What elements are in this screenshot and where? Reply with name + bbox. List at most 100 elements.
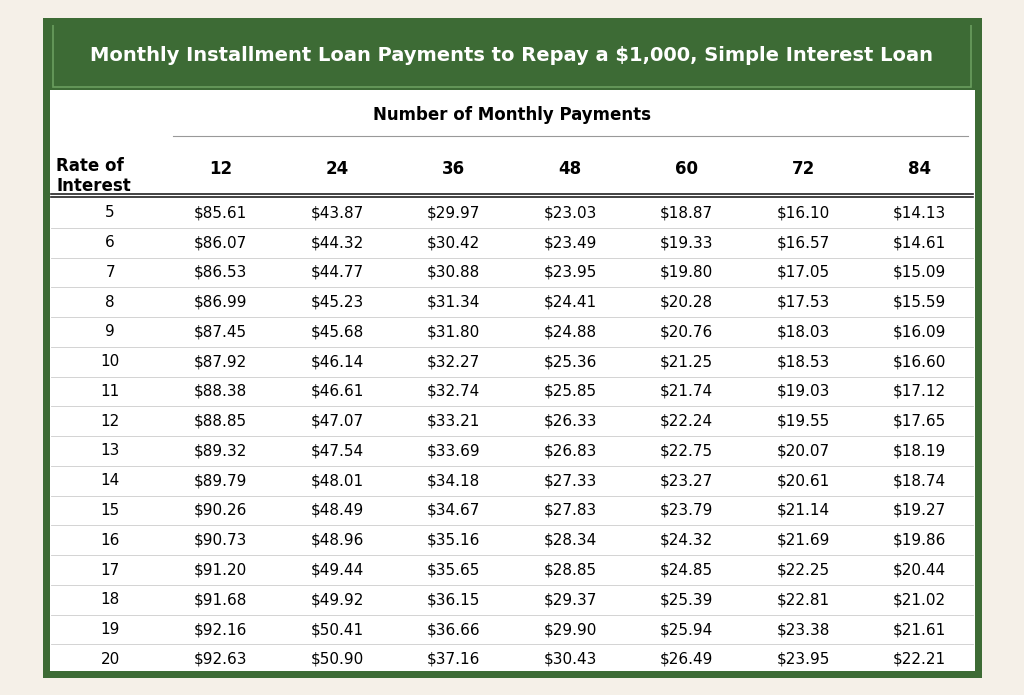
Text: $20.44: $20.44 xyxy=(893,562,946,578)
Text: $18.03: $18.03 xyxy=(776,325,829,339)
Text: $32.27: $32.27 xyxy=(427,354,480,369)
Text: $90.26: $90.26 xyxy=(195,503,248,518)
Text: Interest: Interest xyxy=(56,177,131,195)
Text: $23.38: $23.38 xyxy=(776,622,829,637)
Text: Number of Monthly Payments: Number of Monthly Payments xyxy=(373,106,651,124)
Text: $27.83: $27.83 xyxy=(544,503,597,518)
Text: 72: 72 xyxy=(792,160,815,177)
Text: $46.61: $46.61 xyxy=(310,384,364,399)
Text: 6: 6 xyxy=(105,235,115,250)
Text: $15.09: $15.09 xyxy=(893,265,946,280)
Text: $26.33: $26.33 xyxy=(544,414,597,429)
Text: $18.74: $18.74 xyxy=(893,473,946,489)
Text: $86.99: $86.99 xyxy=(195,295,248,310)
Text: $22.75: $22.75 xyxy=(660,443,714,459)
Text: $33.21: $33.21 xyxy=(427,414,480,429)
Text: $16.09: $16.09 xyxy=(893,325,946,339)
Text: 60: 60 xyxy=(675,160,698,177)
Text: $24.85: $24.85 xyxy=(660,562,714,578)
Text: $26.83: $26.83 xyxy=(544,443,597,459)
Text: $29.37: $29.37 xyxy=(544,592,597,607)
Text: $19.80: $19.80 xyxy=(660,265,714,280)
Text: $45.68: $45.68 xyxy=(310,325,364,339)
Text: $22.25: $22.25 xyxy=(776,562,829,578)
Text: $47.07: $47.07 xyxy=(310,414,364,429)
Text: $30.42: $30.42 xyxy=(427,235,480,250)
Text: $20.61: $20.61 xyxy=(776,473,829,489)
Text: $92.63: $92.63 xyxy=(195,652,248,667)
Text: $25.94: $25.94 xyxy=(660,622,714,637)
Text: $21.25: $21.25 xyxy=(660,354,714,369)
Text: $17.12: $17.12 xyxy=(893,384,946,399)
Text: $50.41: $50.41 xyxy=(310,622,364,637)
Text: $31.34: $31.34 xyxy=(427,295,480,310)
Text: $89.32: $89.32 xyxy=(195,443,248,459)
Text: $21.61: $21.61 xyxy=(893,622,946,637)
Text: 10: 10 xyxy=(100,354,120,369)
Text: $48.01: $48.01 xyxy=(310,473,364,489)
Text: $88.38: $88.38 xyxy=(195,384,248,399)
Text: $48.49: $48.49 xyxy=(310,503,364,518)
Text: $24.32: $24.32 xyxy=(660,533,714,548)
Text: $25.36: $25.36 xyxy=(544,354,597,369)
Text: 9: 9 xyxy=(105,325,115,339)
Text: $50.90: $50.90 xyxy=(310,652,364,667)
Text: $21.14: $21.14 xyxy=(776,503,829,518)
Text: $30.43: $30.43 xyxy=(544,652,597,667)
Text: $19.55: $19.55 xyxy=(776,414,829,429)
Text: $19.33: $19.33 xyxy=(660,235,714,250)
Text: Monthly Installment Loan Payments to Repay a $1,000, Simple Interest Loan: Monthly Installment Loan Payments to Rep… xyxy=(90,46,934,65)
Text: 7: 7 xyxy=(105,265,115,280)
Text: $47.54: $47.54 xyxy=(310,443,364,459)
Text: $17.05: $17.05 xyxy=(776,265,829,280)
Text: $32.74: $32.74 xyxy=(427,384,480,399)
Text: $27.33: $27.33 xyxy=(544,473,597,489)
Text: $19.27: $19.27 xyxy=(893,503,946,518)
Text: $22.24: $22.24 xyxy=(660,414,714,429)
Text: $91.20: $91.20 xyxy=(195,562,248,578)
Text: $23.03: $23.03 xyxy=(544,206,597,220)
Text: $19.03: $19.03 xyxy=(776,384,829,399)
Text: $33.69: $33.69 xyxy=(427,443,480,459)
Text: $18.53: $18.53 xyxy=(776,354,829,369)
Text: $86.07: $86.07 xyxy=(195,235,248,250)
Text: $14.13: $14.13 xyxy=(893,206,946,220)
Text: 17: 17 xyxy=(100,562,120,578)
Text: $24.88: $24.88 xyxy=(544,325,597,339)
Text: $87.45: $87.45 xyxy=(195,325,248,339)
Text: $23.79: $23.79 xyxy=(660,503,714,518)
Text: $29.97: $29.97 xyxy=(427,206,480,220)
Text: $17.53: $17.53 xyxy=(776,295,829,310)
Text: 24: 24 xyxy=(326,160,349,177)
Text: $28.34: $28.34 xyxy=(544,533,597,548)
Text: 12: 12 xyxy=(100,414,120,429)
Text: $36.15: $36.15 xyxy=(427,592,480,607)
Text: 15: 15 xyxy=(100,503,120,518)
Text: $25.39: $25.39 xyxy=(660,592,714,607)
Text: $26.49: $26.49 xyxy=(660,652,714,667)
Text: $30.88: $30.88 xyxy=(427,265,480,280)
Text: $23.49: $23.49 xyxy=(544,235,597,250)
Text: 18: 18 xyxy=(100,592,120,607)
Text: $18.87: $18.87 xyxy=(660,206,714,220)
Text: $28.85: $28.85 xyxy=(544,562,597,578)
Text: $31.80: $31.80 xyxy=(427,325,480,339)
Text: $23.95: $23.95 xyxy=(544,265,597,280)
Text: $20.76: $20.76 xyxy=(660,325,714,339)
Text: $24.41: $24.41 xyxy=(544,295,597,310)
Text: $16.57: $16.57 xyxy=(776,235,829,250)
Text: $91.68: $91.68 xyxy=(195,592,248,607)
Text: $21.74: $21.74 xyxy=(660,384,714,399)
Text: $89.79: $89.79 xyxy=(195,473,248,489)
Text: $35.16: $35.16 xyxy=(427,533,480,548)
Text: $44.77: $44.77 xyxy=(310,265,364,280)
Text: 11: 11 xyxy=(100,384,120,399)
Bar xyxy=(53,24,971,88)
Text: 5: 5 xyxy=(105,206,115,220)
Text: $21.69: $21.69 xyxy=(776,533,829,548)
Text: $87.92: $87.92 xyxy=(195,354,248,369)
Text: $15.59: $15.59 xyxy=(893,295,946,310)
Text: $18.19: $18.19 xyxy=(893,443,946,459)
Text: 8: 8 xyxy=(105,295,115,310)
Text: 13: 13 xyxy=(100,443,120,459)
